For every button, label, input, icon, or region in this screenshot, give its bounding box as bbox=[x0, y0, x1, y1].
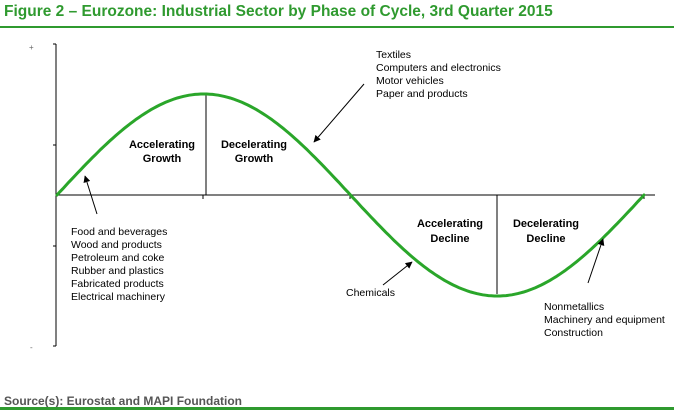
industry-petroleum-and-coke: Petroleum and coke bbox=[71, 252, 165, 264]
arrow-accelerating-decline-group bbox=[382, 261, 413, 286]
phase-label-accelerating-decline-line1: Accelerating bbox=[417, 218, 483, 230]
industry-rubber-and-plastics: Rubber and plastics bbox=[71, 265, 164, 277]
bottom-border bbox=[0, 407, 674, 410]
phase-label-decelerating-decline-line2: Decline bbox=[526, 233, 565, 245]
phase-label-accelerating-decline-line2: Decline bbox=[430, 233, 469, 245]
phase-label-decelerating-growth-line2: Growth bbox=[235, 153, 274, 165]
industry-fabricated-products: Fabricated products bbox=[71, 278, 164, 290]
industry-paper-and-products: Paper and products bbox=[376, 88, 468, 100]
industry-textiles: Textiles bbox=[376, 49, 411, 61]
industry-food-and-beverages: Food and beverages bbox=[71, 226, 167, 238]
industry-construction: Construction bbox=[544, 327, 603, 339]
industry-wood-and-products: Wood and products bbox=[71, 239, 162, 251]
phase-label-decelerating-decline-line1: Decelerating bbox=[513, 218, 579, 230]
axis-plus-marker: + bbox=[29, 43, 34, 52]
title-underline bbox=[0, 26, 674, 28]
arrow-decelerating-growth-group bbox=[313, 83, 365, 143]
industry-motor-vehicles: Motor vehicles bbox=[376, 75, 444, 87]
source-note: Source(s): Eurostat and MAPI Foundation bbox=[4, 394, 243, 408]
arrow-decelerating-decline-group bbox=[587, 238, 605, 284]
cycle-curve bbox=[55, 92, 646, 298]
industry-electrical-machinery: Electrical machinery bbox=[71, 291, 166, 303]
industry-nonmetallics: Nonmetallics bbox=[544, 301, 604, 313]
industry-computers-and-electronics: Computers and electronics bbox=[376, 62, 501, 74]
arrow-accelerating-growth-group bbox=[83, 175, 98, 215]
industry-chemicals: Chemicals bbox=[346, 287, 395, 299]
figure-title: Figure 2 – Eurozone: Industrial Sector b… bbox=[4, 3, 553, 20]
industry-machinery-and-equipment: Machinery and equipment bbox=[544, 314, 665, 326]
axis-minus-marker: - bbox=[30, 343, 33, 352]
phase-label-accelerating-growth-line1: Accelerating bbox=[129, 139, 195, 151]
phase-label-accelerating-growth-line2: Growth bbox=[143, 153, 182, 165]
phase-label-decelerating-growth-line1: Decelerating bbox=[221, 139, 287, 151]
